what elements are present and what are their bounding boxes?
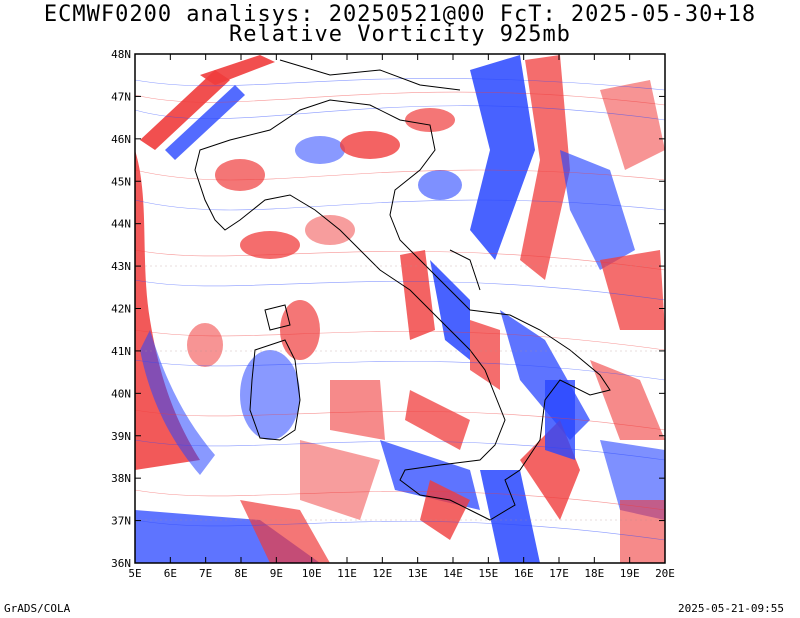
y-tick-label: 41N <box>111 345 131 358</box>
x-tick-label: 15E <box>478 567 498 580</box>
x-tick-label: 14E <box>443 567 463 580</box>
y-tick-label: 43N <box>111 260 131 273</box>
x-tick-label: 19E <box>620 567 640 580</box>
y-tick-label: 37N <box>111 515 131 528</box>
y-tick-label: 38N <box>111 472 131 485</box>
x-tick-label: 6E <box>164 567 177 580</box>
footer-timestamp: 2025-05-21-09:55 <box>678 602 784 615</box>
y-tick-label: 48N <box>111 48 131 61</box>
x-tick-label: 12E <box>372 567 392 580</box>
x-tick-label: 16E <box>514 567 534 580</box>
longitude-axis: 5E 6E 7E 8E 9E 10E 11E 12E 13E 14E 15E 16E 17E 18E 19E… <box>128 54 675 580</box>
x-tick-label: 7E <box>199 567 212 580</box>
x-tick-label: 18E <box>584 567 604 580</box>
x-tick-label: 5E <box>128 567 141 580</box>
x-tick-label: 17E <box>549 567 569 580</box>
latitude-axis: 36N 37N 38N 39N 40N 41N 42N 43N 44N 45N 46N 47N 48N <box>111 48 665 570</box>
y-tick-label: 47N <box>111 90 131 103</box>
y-tick-label: 36N <box>111 557 131 570</box>
y-tick-label: 42N <box>111 303 131 316</box>
title-line-2: Relative Vorticity 925mb <box>229 22 571 47</box>
footer-left-label: GrADS/COLA <box>4 602 71 615</box>
x-tick-label: 13E <box>408 567 428 580</box>
y-tick-label: 39N <box>111 430 131 443</box>
coastlines <box>194 59 611 521</box>
x-tick-label: 9E <box>270 567 283 580</box>
x-tick-label: 11E <box>337 567 357 580</box>
x-tick-label: 8E <box>234 567 247 580</box>
y-tick-label: 46N <box>111 133 131 146</box>
vorticity-contours <box>135 55 665 563</box>
y-tick-label: 45N <box>111 175 131 188</box>
y-tick-label: 44N <box>111 218 131 231</box>
x-tick-label: 20E <box>655 567 675 580</box>
x-tick-label: 10E <box>302 567 322 580</box>
title-line-1: ECMWF0200 analisys: 20250521@00 FcT: 202… <box>43 2 757 27</box>
y-tick-label: 40N <box>111 387 131 400</box>
